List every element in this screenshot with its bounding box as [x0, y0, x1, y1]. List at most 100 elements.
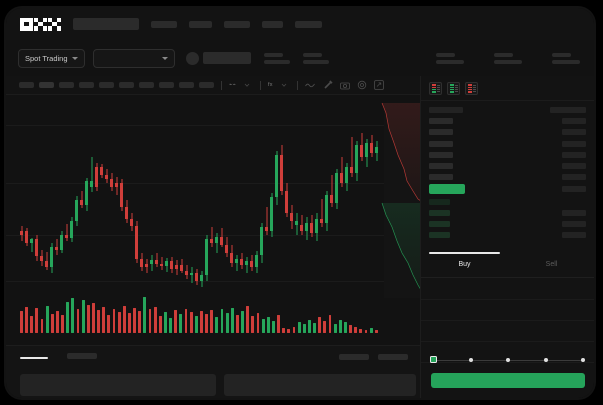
orderbook-price	[562, 162, 586, 169]
orderbook-price	[562, 220, 586, 227]
bottom-tab-0[interactable]	[20, 353, 48, 359]
volume-bar	[344, 322, 347, 333]
magnet-icon[interactable]	[322, 79, 334, 91]
order-form-fields[interactable]	[421, 279, 594, 363]
order-form-row-1[interactable]	[421, 300, 594, 321]
submit-order-button[interactable]	[431, 373, 585, 388]
orderbook-bid-row[interactable]	[429, 231, 586, 239]
bottom-panel-actions[interactable]	[339, 354, 408, 360]
orderbook-ask-row[interactable]	[429, 140, 586, 148]
orderbook-asks-icon[interactable]	[465, 82, 478, 95]
okx-logo-icon[interactable]	[20, 17, 61, 31]
interval-chip-7[interactable]	[159, 82, 174, 88]
volume-bar	[143, 297, 147, 333]
candle	[195, 95, 199, 297]
volume-bar	[282, 328, 286, 333]
orderbook-view-toggle[interactable]	[421, 76, 594, 101]
chevron-down-icon[interactable]	[241, 79, 253, 91]
candle-body	[145, 264, 149, 267]
camera-icon[interactable]	[339, 79, 351, 91]
candle	[340, 95, 344, 297]
fullscreen-icon[interactable]	[373, 79, 385, 91]
candle-body	[365, 143, 369, 157]
order-form-row-3[interactable]	[421, 342, 594, 363]
interval-chip-4[interactable]	[99, 82, 114, 88]
slider-notch-3[interactable]	[543, 357, 548, 362]
chevron-down-icon[interactable]	[278, 79, 290, 91]
slider-notch-1[interactable]	[468, 357, 473, 362]
orderbook-ask-row[interactable]	[429, 128, 586, 136]
tab-buy[interactable]: Buy	[421, 252, 508, 277]
nav-item-4[interactable]	[295, 20, 322, 28]
orderbook-price	[562, 129, 586, 136]
volume-bar	[138, 311, 142, 333]
interval-chip-2[interactable]	[59, 82, 74, 88]
nav-item-3[interactable]	[262, 20, 283, 28]
volume-bar	[359, 329, 363, 333]
bottom-tab-1[interactable]	[67, 353, 97, 365]
settings-gear-icon[interactable]	[356, 79, 368, 91]
nav-item-0[interactable]	[151, 20, 177, 28]
slider-notch-2[interactable]	[506, 357, 510, 362]
interval-chip-0[interactable]	[19, 82, 34, 88]
buy-sell-tabs[interactable]: Buy Sell	[421, 252, 594, 278]
candle	[170, 95, 174, 297]
interval-chip-8[interactable]	[179, 82, 194, 88]
nav-item-1[interactable]	[189, 20, 212, 28]
order-form-row-2[interactable]	[421, 321, 594, 342]
price-chart-panel[interactable]	[6, 95, 420, 345]
orderbook-header-row[interactable]	[429, 106, 586, 114]
candle	[125, 95, 129, 297]
orderbook-bid-row[interactable]	[429, 220, 586, 228]
candle-body	[330, 195, 334, 203]
orderbook-amount	[429, 140, 453, 147]
candlestick-icon[interactable]: ⌁⌁	[229, 82, 237, 88]
orderbook-ask-row[interactable]	[429, 117, 586, 125]
orderbook-rows[interactable]	[421, 101, 594, 239]
orderbook-ask-row[interactable]	[429, 151, 586, 159]
nav-item-2[interactable]	[224, 20, 250, 28]
candle-wick	[351, 137, 353, 177]
line-tool-icon[interactable]	[305, 79, 317, 91]
bottom-tab-bar[interactable]	[20, 353, 97, 365]
slider-notch-4[interactable]	[581, 357, 585, 362]
trading-mode-dropdown[interactable]: Spot Trading	[18, 48, 85, 68]
orderbook-current-price-row[interactable]	[429, 184, 586, 195]
interval-chips[interactable]	[19, 82, 214, 88]
orderbook-amount	[429, 151, 453, 158]
orderbook-bids-icon[interactable]	[447, 82, 460, 95]
orderbook-bid-row[interactable]	[429, 198, 586, 206]
candle	[90, 95, 94, 297]
orderbook-icon-bars	[449, 84, 454, 93]
order-form-row-0[interactable]	[421, 279, 594, 300]
search-input[interactable]	[73, 18, 139, 30]
interval-chip-3[interactable]	[79, 82, 94, 88]
orderbook-amount	[429, 220, 450, 227]
interval-chip-1[interactable]	[39, 82, 54, 88]
interval-chip-6[interactable]	[139, 82, 154, 88]
bottom-action-1[interactable]	[378, 354, 408, 360]
candle	[305, 95, 309, 297]
candle-body	[295, 221, 299, 225]
indicator-icon[interactable]: fx	[268, 82, 273, 88]
candle-wick	[81, 191, 83, 208]
candle	[290, 95, 294, 297]
candle-body	[120, 183, 124, 207]
tab-sell[interactable]: Sell	[508, 252, 594, 277]
orderbook-amount	[429, 107, 463, 113]
volume-bar	[364, 330, 368, 333]
candle	[120, 95, 124, 297]
amount-slider[interactable]	[430, 356, 585, 366]
interval-chip-5[interactable]	[119, 82, 134, 88]
pair-dropdown[interactable]	[92, 48, 175, 68]
candle	[105, 95, 109, 297]
orderbook-ask-row[interactable]	[429, 173, 586, 181]
interval-chip-9[interactable]	[199, 82, 214, 88]
orderbook-both-icon[interactable]	[429, 82, 442, 95]
volume-bar	[158, 316, 162, 333]
orderbook-bid-row[interactable]	[429, 209, 586, 217]
orderbook-ask-row[interactable]	[429, 162, 586, 170]
candlestick-chart[interactable]	[6, 95, 420, 297]
slider-handle[interactable]	[430, 356, 437, 363]
bottom-action-0[interactable]	[339, 354, 369, 360]
